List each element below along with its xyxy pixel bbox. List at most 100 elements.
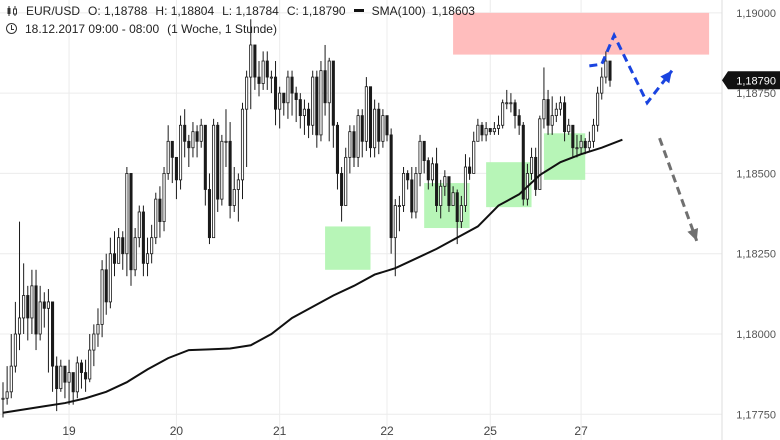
- candle-body: [265, 60, 269, 78]
- candle-body: [567, 124, 571, 133]
- candle-body: [323, 70, 327, 104]
- candle-body: [563, 102, 567, 133]
- candle-body: [84, 372, 88, 380]
- x-tick-label: 20: [170, 424, 184, 438]
- candle-body: [521, 124, 525, 200]
- candle-body: [571, 124, 575, 149]
- interval-label: (1 Woche, 1 Stunde): [167, 22, 277, 36]
- candle-body: [575, 147, 579, 150]
- candle-body: [488, 128, 492, 133]
- candle-body: [257, 76, 261, 84]
- time-header: 18.12.2017 09:00 - 08:00 (1 Woche, 1 Stun…: [6, 22, 285, 36]
- y-axis: 1,19000 1,18750 1,18500 1,18250 1,18000 1,177…: [721, 0, 780, 440]
- candle-body: [71, 372, 75, 393]
- candle-body: [402, 173, 406, 206]
- candle-body: [228, 140, 232, 206]
- candle-body: [389, 134, 393, 239]
- open-value: O: 1,18788: [88, 4, 148, 18]
- candle-body: [534, 156, 538, 190]
- candle-body: [278, 92, 282, 110]
- candle-body: [79, 362, 83, 373]
- candle-body: [67, 372, 71, 383]
- candle-body: [5, 391, 9, 399]
- candle-body: [381, 115, 385, 142]
- low-value: L: 1,18784: [222, 4, 279, 18]
- candle-body: [542, 99, 546, 120]
- candle-body: [352, 131, 356, 158]
- sma-label: SMA(100): [371, 4, 426, 18]
- candle-body: [410, 179, 414, 213]
- sma-line: [2, 138, 623, 414]
- candle-body: [368, 86, 373, 149]
- x-tick-label: 21: [273, 424, 287, 438]
- last-price-tag: [722, 71, 780, 90]
- candle-body: [59, 365, 63, 390]
- candle-body: [1, 397, 5, 400]
- candle-body: [426, 160, 430, 181]
- candle-body: [22, 295, 26, 319]
- candle-body: [187, 140, 191, 149]
- candle-body: [30, 285, 34, 319]
- y-tick-label: 1,19000: [736, 8, 776, 20]
- timerange-label: 18.12.2017 09:00 - 08:00: [25, 22, 160, 36]
- candle-body: [348, 131, 352, 158]
- bearish-arrowhead: [687, 227, 699, 241]
- sma-swatch: [353, 9, 364, 12]
- candle-body: [9, 365, 13, 393]
- bullish-forecast-line: [589, 31, 674, 106]
- y-tick-label: 1,18500: [736, 168, 776, 180]
- y-tick-label: 1,18250: [736, 249, 776, 261]
- candle-body: [397, 205, 401, 207]
- candle-body: [455, 192, 459, 223]
- candle-body: [530, 156, 534, 174]
- candle-body: [282, 92, 286, 104]
- candle-body: [558, 102, 562, 110]
- candle-body: [212, 124, 216, 239]
- candle-body: [253, 44, 257, 78]
- candle-body: [443, 176, 447, 187]
- candle-body: [406, 173, 410, 181]
- candle-body: [269, 76, 273, 79]
- candle-body: [364, 86, 368, 142]
- candle-body: [195, 131, 199, 142]
- candle-body: [125, 173, 129, 255]
- candle-body: [240, 108, 245, 181]
- candle-body: [183, 124, 187, 142]
- candle-body: [591, 124, 596, 142]
- high-value: H: 1,18804: [155, 4, 215, 18]
- sma-series-line: [2, 138, 623, 414]
- candle-body: [26, 295, 30, 319]
- candle-body: [422, 140, 426, 161]
- candle-body: [75, 362, 79, 393]
- candle-body: [463, 166, 468, 206]
- candle-body: [286, 76, 290, 104]
- candle-body: [38, 301, 42, 335]
- bullish-arrowhead: [660, 70, 672, 84]
- resistance-zone: [453, 12, 710, 55]
- candle-body: [17, 317, 22, 335]
- candle-body: [360, 115, 364, 142]
- candle-body: [307, 108, 311, 126]
- candle-body: [154, 198, 158, 239]
- candle-body: [63, 365, 67, 383]
- candle-body: [294, 92, 298, 100]
- candle-body: [290, 76, 294, 94]
- candle-body: [468, 166, 472, 174]
- candle-body: [513, 102, 517, 117]
- candle-body: [579, 140, 583, 149]
- candle-body: [92, 333, 96, 351]
- candle-body: [162, 173, 166, 223]
- candle-body: [158, 198, 162, 223]
- candle-body: [435, 163, 439, 206]
- candle-body: [51, 301, 55, 367]
- candle-body: [315, 76, 319, 136]
- candle-body: [121, 237, 125, 255]
- candle-body: [476, 124, 480, 142]
- candle-body: [203, 124, 207, 190]
- y-tick-label: 1,18000: [736, 329, 776, 341]
- support-zone: [325, 226, 371, 270]
- candle-body: [447, 176, 451, 206]
- candle-body: [104, 269, 108, 303]
- candle-body: [554, 108, 558, 117]
